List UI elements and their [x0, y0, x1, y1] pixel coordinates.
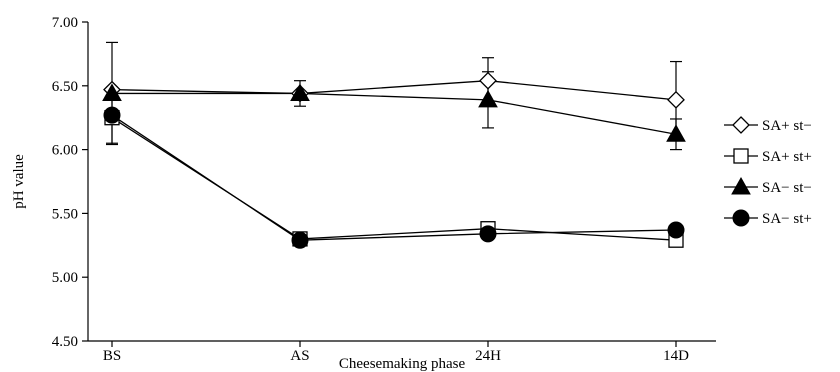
- y-tick-label: 5.50: [52, 206, 78, 222]
- legend-marker: [732, 116, 750, 134]
- y-tick-label: 4.50: [52, 334, 78, 350]
- x-tick-label: 14D: [663, 348, 689, 364]
- data-point: [478, 89, 498, 108]
- x-tick-label: 24H: [475, 348, 501, 364]
- legend-marker: [732, 209, 750, 227]
- legend-label: SA− st−: [762, 180, 812, 196]
- data-point: [666, 124, 686, 142]
- y-tick-label: 7.00: [52, 15, 78, 31]
- plot-area: 4.50 5.00 5.50 6.00 6.50 7.00 BS AS 24H 14D: [52, 15, 716, 364]
- data-point: [103, 106, 121, 124]
- data-point: [102, 83, 122, 101]
- legend: SA+ st− SA+ st+ SA− st− SA− st+: [724, 116, 812, 227]
- data-point: [291, 231, 309, 249]
- y-tick-label: 6.50: [52, 79, 78, 95]
- legend-label: SA+ st−: [762, 118, 812, 134]
- x-axis-title: Cheesemaking phase: [339, 356, 466, 372]
- legend-marker: [731, 176, 751, 195]
- data-point: [479, 71, 497, 90]
- data-point: [667, 221, 685, 239]
- y-axis-ticks: 4.50 5.00 5.50 6.00 6.50 7.00: [52, 15, 88, 350]
- legend-item: SA− st−: [724, 176, 812, 196]
- x-tick-label: AS: [290, 348, 309, 364]
- series-line-0: [111, 80, 677, 101]
- legend-item: SA− st+: [724, 209, 812, 227]
- legend-item: SA+ st+: [724, 148, 812, 165]
- y-tick-label: 6.00: [52, 143, 78, 159]
- series-line-2: [112, 92, 677, 135]
- data-point: [667, 90, 685, 109]
- legend-label: SA+ st+: [762, 149, 812, 165]
- series-line-1: [111, 117, 677, 241]
- data-point: [290, 83, 310, 101]
- y-tick-label: 5.00: [52, 270, 78, 286]
- legend-label: SA− st+: [762, 211, 812, 227]
- x-tick-label: BS: [103, 348, 121, 364]
- series-markers: [102, 71, 686, 249]
- x-axis-ticks: BS AS 24H 14D: [103, 341, 689, 364]
- legend-item: SA+ st−: [724, 116, 812, 134]
- series-line-3: [111, 114, 677, 241]
- legend-marker: [733, 148, 749, 164]
- data-point: [479, 225, 497, 243]
- series-lines: [111, 80, 677, 241]
- y-axis-title: pH value: [11, 154, 27, 209]
